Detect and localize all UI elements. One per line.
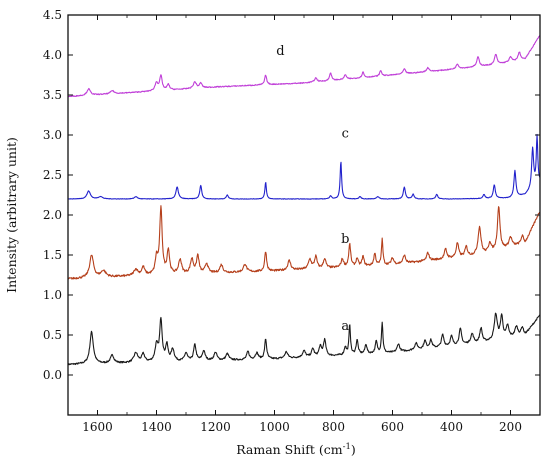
y-tick-label: 1.0 — [43, 288, 62, 302]
tick-layer — [67, 14, 541, 415]
x-tick-label: 1600 — [82, 420, 113, 434]
series-label-d: d — [276, 44, 284, 59]
y-tick-label: 2.0 — [43, 208, 62, 222]
x-tick-label: 200 — [499, 420, 522, 434]
series-layer — [67, 35, 541, 366]
series-line-d — [67, 35, 541, 98]
series-line-a — [67, 312, 541, 366]
series-label-b: b — [341, 232, 349, 247]
x-axis-title: Raman Shift (cm-1) — [236, 442, 356, 457]
y-tick-label: 0.5 — [43, 328, 62, 342]
series-line-b — [67, 205, 541, 280]
y-tick-label: 1.5 — [43, 248, 62, 262]
series-label-a: a — [341, 319, 349, 334]
x-tick-label: 400 — [440, 420, 463, 434]
y-axis-title: Intensity (arbitrary unit) — [4, 137, 19, 293]
x-tick-label: 1200 — [200, 420, 231, 434]
series-label-c: c — [342, 126, 349, 141]
y-tick-label: 3.5 — [43, 88, 62, 102]
y-tick-label: 0.0 — [43, 368, 62, 382]
label-layer: 1600 1400 1200 1000 800 600 400 200 0.0 0.5 1.0 1.5… — [43, 8, 522, 434]
x-tick-label: 800 — [322, 420, 345, 434]
x-tick-label: 1000 — [259, 420, 290, 434]
y-tick-label: 4.5 — [43, 8, 62, 22]
y-tick-label: 4.0 — [43, 48, 62, 62]
series-line-c — [67, 133, 541, 200]
x-tick-label: 1400 — [141, 420, 172, 434]
y-tick-label: 2.5 — [43, 168, 62, 182]
x-tick-label: 600 — [381, 420, 404, 434]
plot-frame — [67, 14, 541, 416]
x-axis-title-main: Raman Shift (cm — [236, 442, 343, 457]
x-axis-title-end: ) — [351, 442, 356, 457]
y-tick-label: 3.0 — [43, 128, 62, 142]
x-axis-title-sup: -1 — [343, 442, 351, 452]
